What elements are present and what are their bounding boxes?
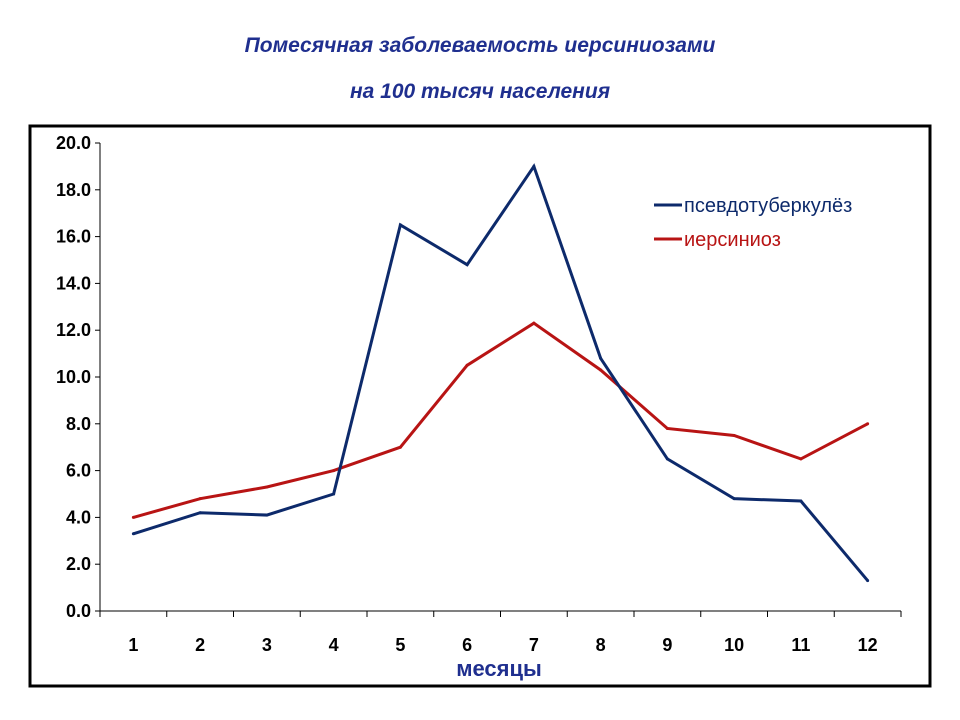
x-ticks: 1 2 3 4 5 6 7 8 9 10 11 12 [99,611,902,655]
y-tick-label: 6.0 [66,461,91,481]
y-ticks: 0.0 2.0 4.0 6.0 8.0 10.0 12.0 14.0 16.0 18.0 20.0 [56,133,100,621]
data-point [532,164,536,168]
data-point [732,497,736,501]
x-tick-label: 4 [329,635,339,655]
data-point [265,485,269,489]
data-point [265,513,269,517]
y-tick-label: 12.0 [56,320,91,340]
data-point [131,532,135,536]
data-point [799,457,803,461]
x-tick-label: 6 [462,635,472,655]
chart-title-line-1: Помесячная заболеваемость иерсиниозами [244,34,716,57]
x-tick-label: 11 [791,635,810,655]
y-tick-label: 0.0 [66,601,91,621]
x-tick-label: 5 [395,635,405,655]
data-point [532,321,536,325]
y-tick-label: 16.0 [56,227,91,247]
data-point [866,579,870,583]
y-tick-label: 8.0 [66,414,91,434]
y-tick-label: 4.0 [66,507,91,527]
data-point [198,497,202,501]
x-tick-label: 8 [596,635,606,655]
data-point [665,457,669,461]
data-point [398,445,402,449]
x-axis-label: месяцы [456,656,542,681]
chart-title-line-2: на 100 тысяч населения [349,80,611,103]
x-tick-label: 12 [858,635,878,655]
x-tick-label: 7 [529,635,539,655]
series-line-0 [132,163,869,582]
data-point [732,434,736,437]
series-line-1 [132,321,869,519]
chart-frame [28,124,932,688]
x-tick-label: 3 [262,635,272,655]
y-tick-label: 10.0 [56,367,91,387]
data-point [332,469,336,473]
data-point [599,356,603,360]
x-tick-label: 10 [724,635,744,655]
data-point [131,515,135,519]
data-point [866,422,870,426]
data-point [665,426,669,430]
y-tick-label: 2.0 [66,554,91,574]
data-point [198,511,202,515]
data-point [398,223,402,227]
data-point [599,368,603,372]
data-point [332,492,336,496]
legend-label: иерсиниоз [684,229,781,251]
x-tick-label: 2 [195,635,205,655]
y-tick-label: 18.0 [56,180,91,200]
y-tick-label: 20.0 [56,133,91,153]
data-point [465,263,469,267]
series-layer [131,163,870,583]
data-point [465,363,469,367]
x-tick-label: 9 [662,635,672,655]
legend: псевдотуберкулёз иерсиниоз [654,195,852,251]
x-tick-label: 1 [128,635,138,655]
y-tick-label: 14.0 [56,273,91,293]
legend-label: псевдотуберкулёз [684,195,852,217]
data-point [799,499,803,503]
